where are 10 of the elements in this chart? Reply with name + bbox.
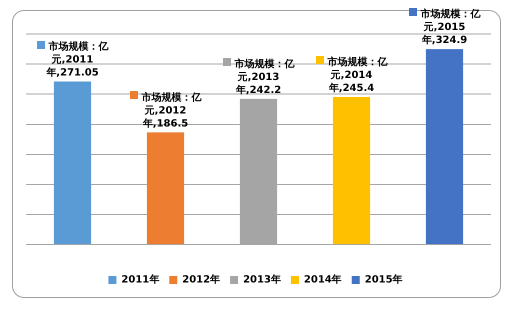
legend-label: 2013年 [243, 274, 281, 286]
data-label: 市场规模：亿元,2012年,186.5 [140, 91, 202, 130]
legend-label: 2015年 [364, 274, 403, 286]
legend-label: 2012年 [182, 274, 220, 286]
legend-label: 2011年 [121, 274, 160, 286]
data-label: 市场规模：亿元,2015年,324.9 [420, 8, 482, 46]
legend-label: 2014年 [304, 274, 342, 286]
data-label: 市场规模：亿元,2014年,245.4 [326, 56, 388, 94]
data-label: 市场规模：亿元,2013年,242.2 [234, 58, 296, 96]
data-label: 市场规模：亿元,2011年,271.05 [45, 40, 110, 79]
